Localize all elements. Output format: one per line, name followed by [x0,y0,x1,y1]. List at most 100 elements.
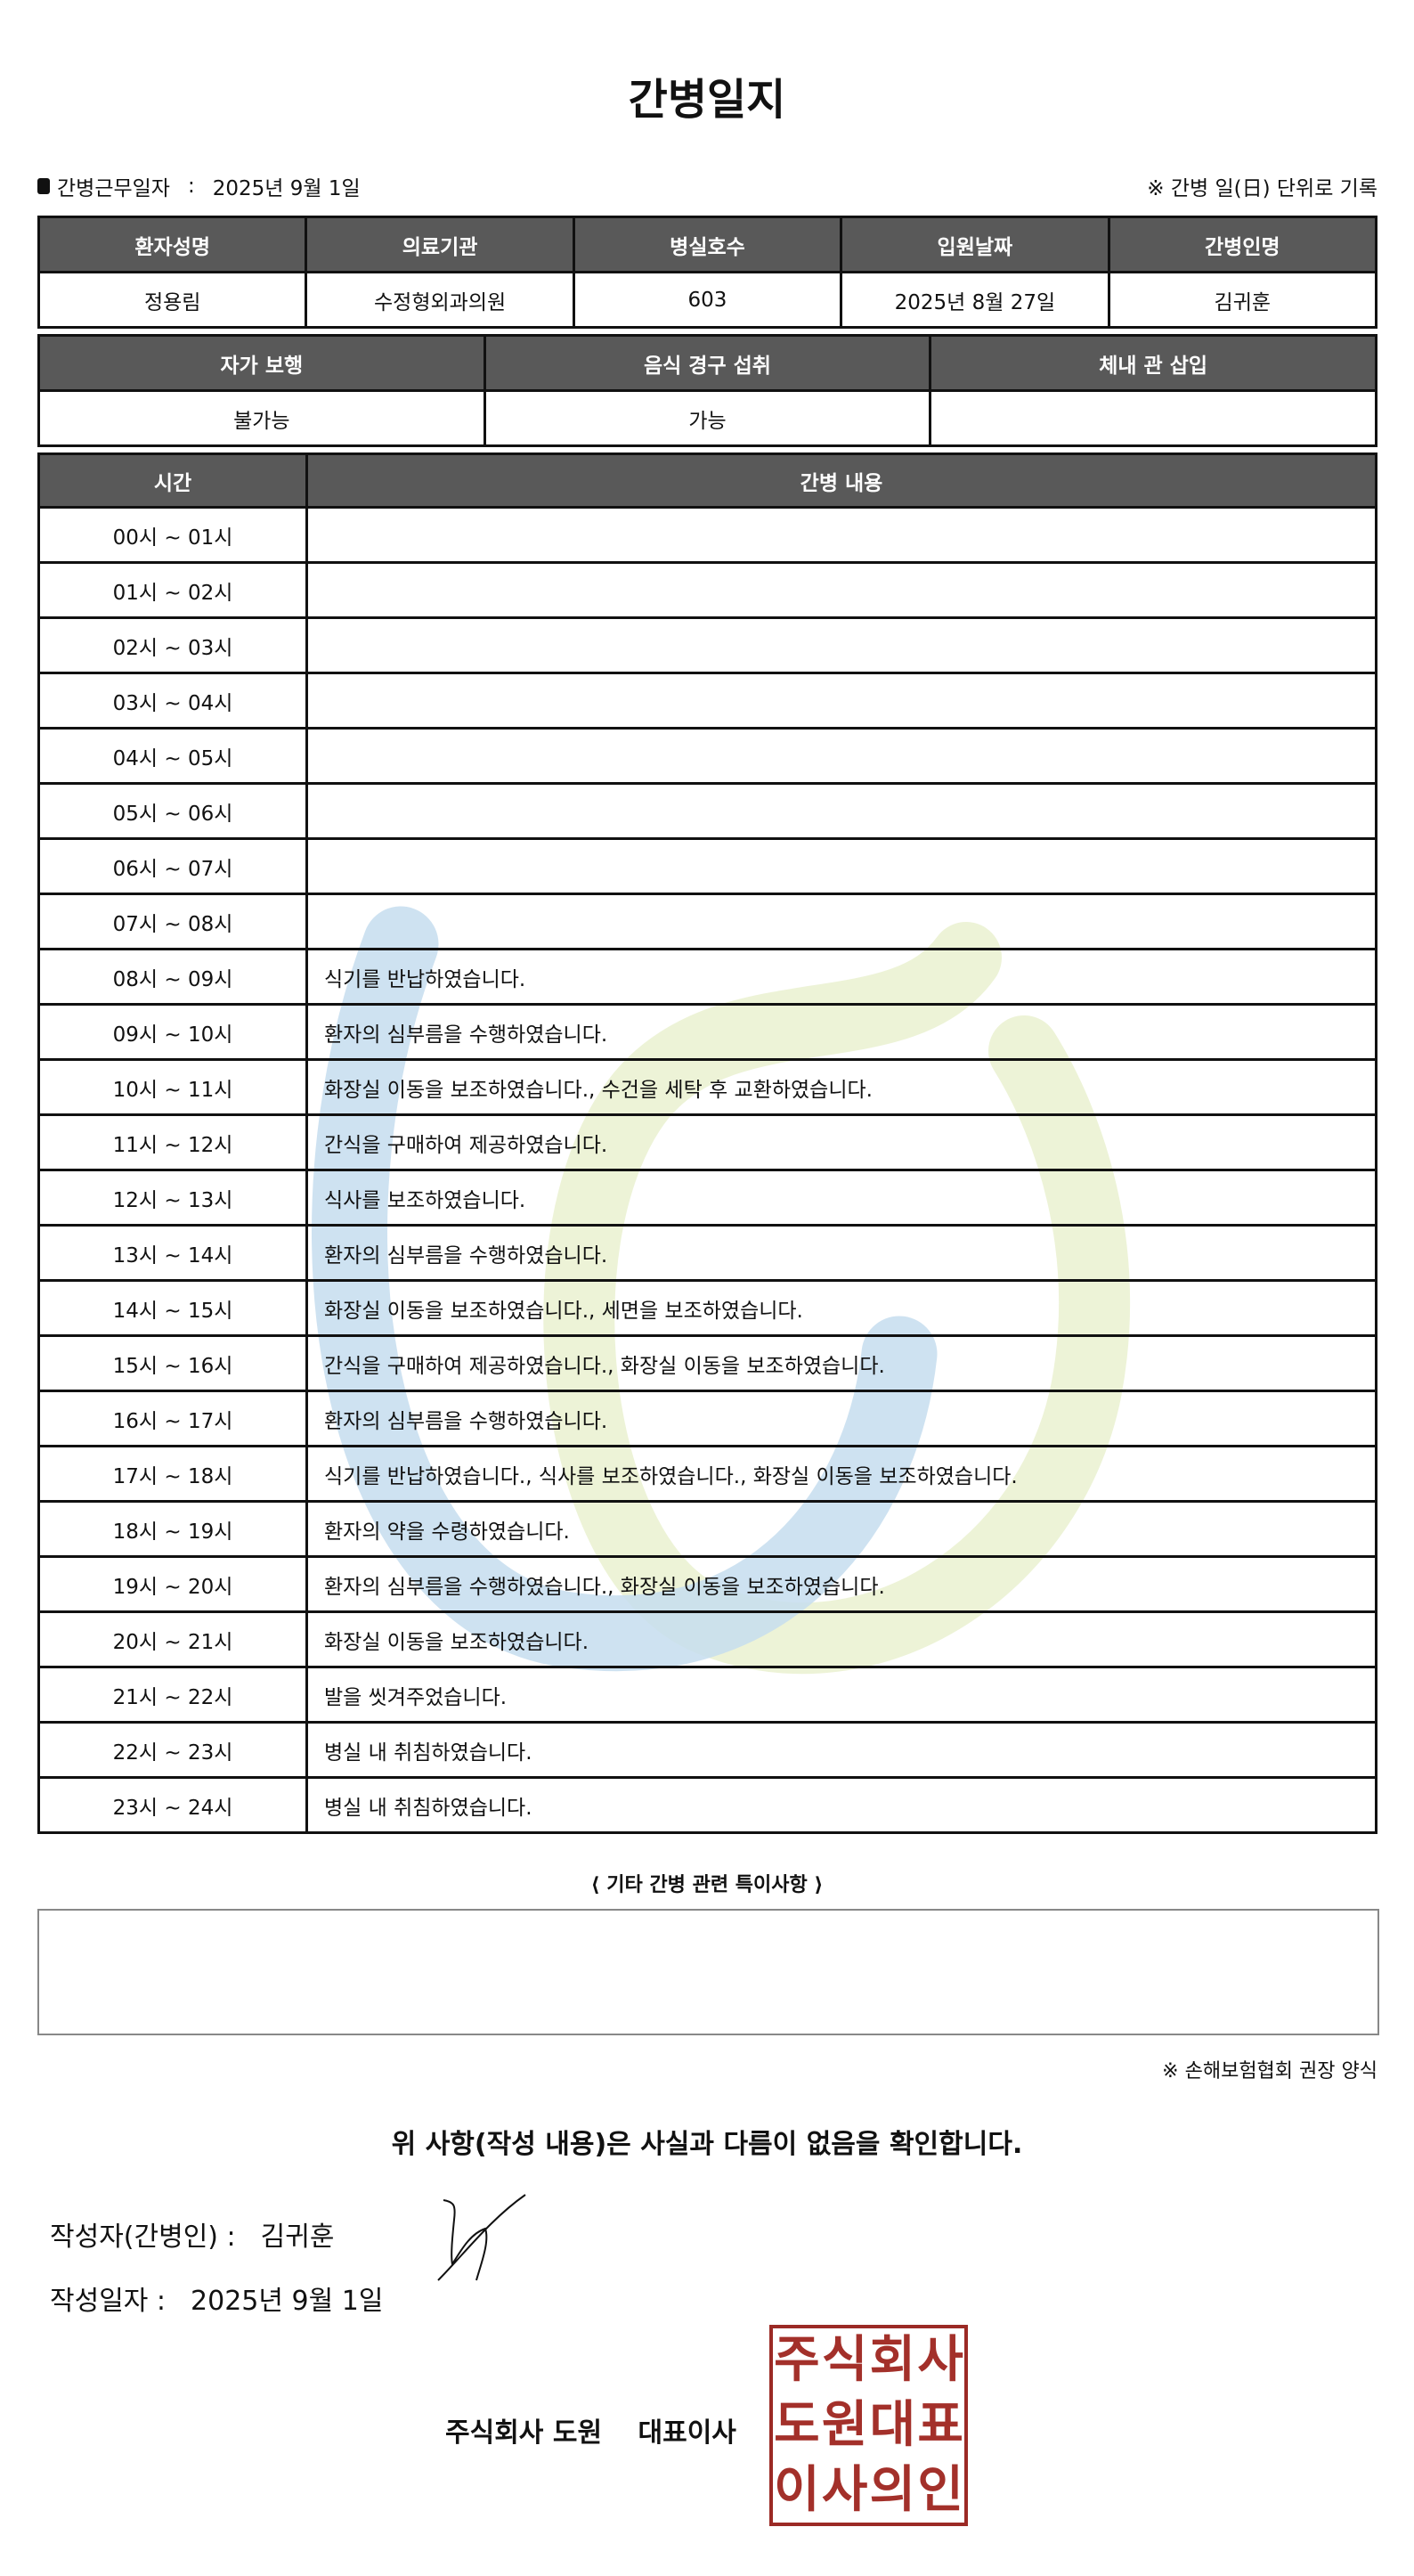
seal-character: 도 [774,2395,820,2454]
table-row: 00시 ~ 01시 [37,506,1377,564]
oral-intake-value: 가능 [483,389,932,447]
seal-character: 의 [869,2460,916,2519]
seal-character: 이 [774,2460,820,2519]
table-row: 11시 ~ 12시 간식을 구매하여 제공하였습니다. [37,1113,1377,1171]
care-log-table: 시간 간병 내용 00시 ~ 01시 01시 ~ 02시 02시 ~ 03시 03시 … [37,452,1377,1834]
content-cell: 화장실 이동을 보조하였습니다., 수건을 세탁 후 교환하였습니다. [305,1058,1377,1116]
content-cell: 환자의 약을 수령하였습니다. [305,1500,1377,1558]
content-cell [305,506,1377,564]
work-date-label: 간병근무일자 [57,177,170,200]
time-cell: 20시 ~ 21시 [37,1610,308,1668]
table-row: 04시 ~ 05시 [37,727,1377,785]
header-walking: 자가 보행 [37,334,486,392]
bullet-icon [37,178,50,194]
content-cell: 식사를 보조하였습니다. [305,1169,1377,1227]
walking-value: 불가능 [37,389,486,447]
write-date-line: 작성일자 : 2025년 9월 1일 [50,2278,408,2318]
content-cell: 환자의 심부름을 수행하였습니다., 화장실 이동을 보조하였습니다. [305,1555,1377,1613]
writer-name: 김귀훈 [260,2221,335,2253]
time-cell: 19시 ~ 20시 [37,1555,308,1613]
content-cell [305,837,1377,895]
table-row: 08시 ~ 09시 식기를 반납하였습니다. [37,948,1377,1006]
time-cell: 08시 ~ 09시 [37,948,308,1006]
header-admission-date: 입원날짜 [840,216,1110,273]
table-row: 19시 ~ 20시 환자의 심부름을 수행하였습니다., 화장실 이동을 보조하였… [37,1555,1377,1613]
table-row: 20시 ~ 21시 화장실 이동을 보조하였습니다. [37,1610,1377,1668]
memo-box [37,1909,1379,2035]
seal-character: 원 [821,2395,868,2454]
header-time: 시간 [37,452,308,509]
time-cell: 02시 ~ 03시 [37,616,308,674]
value-row: 정용림 수정형외과의원 603 2025년 8월 27일 김귀훈 [37,271,1378,329]
content-cell [305,616,1377,674]
table-row: 18시 ~ 19시 환자의 약을 수령하였습니다. [37,1500,1377,1558]
content-cell: 환자의 심부름을 수행하였습니다. [305,1390,1377,1447]
seal-character: 대 [869,2395,916,2454]
form-footnote: ※ 손해보험협회 권장 양식 [1162,2060,1377,2083]
table-row: 09시 ~ 10시 환자의 심부름을 수행하였습니다. [37,1003,1377,1061]
table-row: 13시 ~ 14시 환자의 심부름을 수행하였습니다. [37,1224,1377,1282]
table-row: 12시 ~ 13시 식사를 보조하였습니다. [37,1169,1377,1227]
table-row: 22시 ~ 23시 병실 내 취침하였습니다. [37,1721,1377,1779]
patient-name: 정용림 [37,271,308,329]
header-patient-name: 환자성명 [37,216,308,273]
table-row: 05시 ~ 06시 [37,782,1377,840]
content-cell [305,561,1377,619]
time-cell: 18시 ~ 19시 [37,1500,308,1558]
time-cell: 15시 ~ 16시 [37,1334,308,1392]
write-date-label: 작성일자 : [50,2286,167,2317]
patient-status-table: 자가 보행 음식 경구 섭취 체내 관 삽입 불가능 가능 [37,334,1377,447]
signature [437,2194,526,2281]
page-title: 간병일지 [628,75,786,125]
header-caregiver: 간병인명 [1107,216,1378,273]
seal-character: 사 [821,2460,868,2519]
header-row: 환자성명 의료기관 병실호수 입원날짜 간병인명 [37,216,1378,273]
time-cell: 01시 ~ 02시 [37,561,308,619]
time-cell: 05시 ~ 06시 [37,782,308,840]
content-cell: 식기를 반납하였습니다. [305,948,1377,1006]
table-row: 15시 ~ 16시 간식을 구매하여 제공하였습니다., 화장실 이동을 보조하였… [37,1334,1377,1392]
time-cell: 04시 ~ 05시 [37,727,308,785]
content-cell: 식기를 반납하였습니다., 식사를 보조하였습니다., 화장실 이동을 보조하였… [305,1445,1377,1503]
tube-value [929,389,1377,447]
table-row: 10시 ~ 11시 화장실 이동을 보조하였습니다., 수건을 세탁 후 교환하였… [37,1058,1377,1116]
seal-character: 식 [821,2331,868,2390]
table-row: 03시 ~ 04시 [37,672,1377,730]
time-cell: 07시 ~ 08시 [37,893,308,950]
table-row: 14시 ~ 15시 화장실 이동을 보조하였습니다., 세면을 보조하였습니다. [37,1279,1377,1337]
table-row: 21시 ~ 22시 발을 씻겨주었습니다. [37,1666,1377,1724]
table-row: 23시 ~ 24시 병실 내 취침하였습니다. [37,1776,1377,1834]
company-representative: 주식회사 도원 대표이사 [445,2417,736,2449]
time-cell: 06시 ~ 07시 [37,837,308,895]
header-row: 시간 간병 내용 [37,452,1377,509]
header-content: 간병 내용 [305,452,1377,509]
header-room: 병실호수 [572,216,843,273]
time-cell: 21시 ~ 22시 [37,1666,308,1724]
caregiver-name: 김귀훈 [1107,271,1378,329]
content-cell: 환자의 심부름을 수행하였습니다. [305,1224,1377,1282]
day-note: ※ 간병 일(日) 단위로 기록 [1147,177,1377,200]
table-row: 07시 ~ 08시 [37,893,1377,950]
write-date: 2025년 9월 1일 [191,2286,384,2317]
hospital: 수정형외과의원 [305,271,575,329]
time-cell: 16시 ~ 17시 [37,1390,308,1447]
time-cell: 14시 ~ 15시 [37,1279,308,1337]
content-cell [305,672,1377,730]
room-number: 603 [572,271,843,329]
time-cell: 03시 ~ 04시 [37,672,308,730]
time-cell: 13시 ~ 14시 [37,1224,308,1282]
time-cell: 12시 ~ 13시 [37,1169,308,1227]
header-hospital: 의료기관 [305,216,575,273]
memo-label: ⟨ 기타 간병 관련 특이사항 ⟩ [590,1874,824,1896]
header-tube: 체내 관 삽입 [929,334,1377,392]
content-cell: 간식을 구매하여 제공하였습니다. [305,1113,1377,1171]
time-cell: 11시 ~ 12시 [37,1113,308,1171]
table-row: 17시 ~ 18시 식기를 반납하였습니다., 식사를 보조하였습니다., 화장실… [37,1445,1377,1503]
content-cell [305,727,1377,785]
content-cell: 발을 씻겨주었습니다. [305,1666,1377,1724]
seal-character: 주 [774,2331,820,2390]
separator: : [187,175,195,198]
time-cell: 23시 ~ 24시 [37,1776,308,1834]
content-cell: 간식을 구매하여 제공하였습니다., 화장실 이동을 보조하였습니다. [305,1334,1377,1392]
